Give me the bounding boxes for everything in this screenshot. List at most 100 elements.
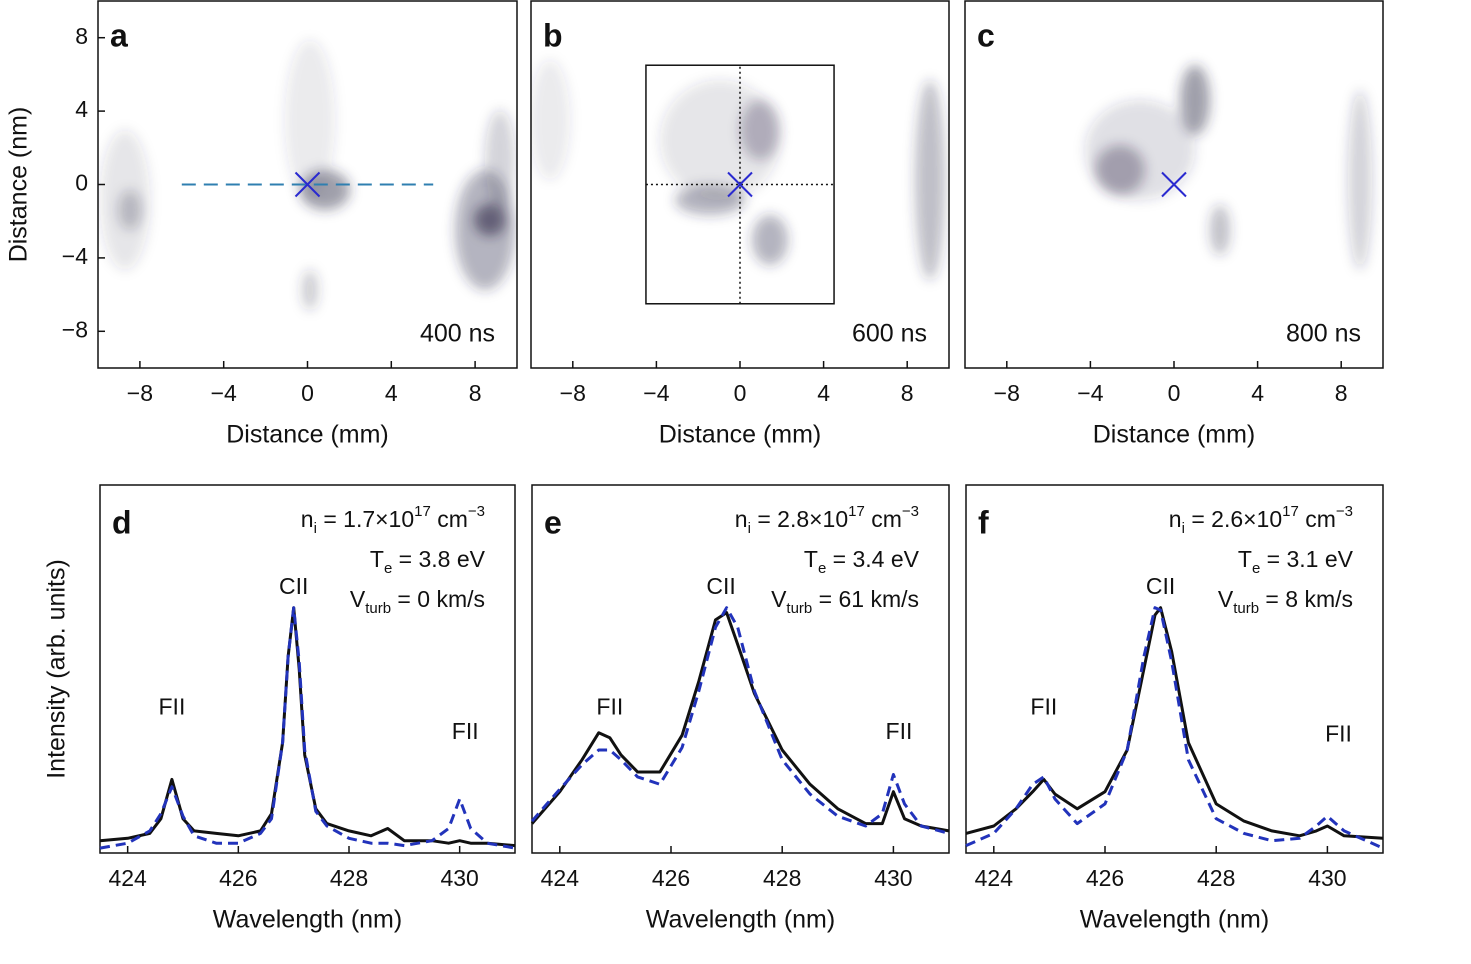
fit-parameter: ni = 1.7×1017 cm−3 <box>301 503 485 537</box>
plot-frame <box>99 484 516 854</box>
parameter-part: turb <box>1233 600 1259 617</box>
x-axis-label: Wavelength (nm) <box>213 906 402 934</box>
x-tick-label: −8 <box>994 380 1020 406</box>
x-tick-label: 424 <box>975 865 1014 891</box>
time-label: 800 ns <box>1286 320 1361 348</box>
fit-parameter: Te = 3.8 eV <box>370 546 486 577</box>
x-tick-label: 428 <box>1197 865 1235 891</box>
fit-parameter: Vturb = 0 km/s <box>350 586 485 617</box>
fit-parameter: Vturb = 61 km/s <box>771 586 919 617</box>
parameter-part: V <box>1218 586 1234 612</box>
peak-label: FII <box>159 693 186 719</box>
y-tick-label: −8 <box>62 316 88 342</box>
y-axis-label: Intensity (arb. units) <box>43 559 71 779</box>
x-tick-label: 424 <box>108 865 147 891</box>
parameter-part: = 3.1 eV <box>1260 546 1353 572</box>
time-label: 400 ns <box>420 320 495 348</box>
parameter-part: n <box>301 506 314 532</box>
x-tick-label: 428 <box>763 865 801 891</box>
plasma-image <box>100 40 515 310</box>
spectrum-line <box>530 606 950 835</box>
plot-frame <box>965 484 1384 854</box>
parameter-part: −3 <box>902 503 919 520</box>
parameter-part: 17 <box>414 503 431 520</box>
peak-label: FII <box>886 718 913 744</box>
parameter-part: = 61 km/s <box>812 586 919 612</box>
parameter-part: T <box>1238 546 1252 572</box>
x-tick-label: 430 <box>440 865 478 891</box>
x-tick-label: 430 <box>1308 865 1346 891</box>
center-marker <box>727 171 753 198</box>
parameter-part: 17 <box>1282 503 1299 520</box>
parameter-part: e <box>384 560 392 577</box>
parameter-part: 17 <box>848 503 865 520</box>
parameter-part: −3 <box>1336 503 1353 520</box>
x-tick-label: 426 <box>1086 865 1124 891</box>
y-tick-label: 4 <box>75 96 88 122</box>
parameter-part: = 2.6×10 <box>1185 506 1282 532</box>
plasma-image <box>1085 65 1372 270</box>
parameter-part: V <box>350 586 366 612</box>
parameter-part: i <box>1182 520 1185 537</box>
spectrum-line <box>965 606 1384 850</box>
parameter-part: T <box>370 546 384 572</box>
fit-parameter: Vturb = 8 km/s <box>1218 586 1353 617</box>
x-tick-label: 4 <box>385 380 398 406</box>
x-tick-label: 4 <box>1251 380 1264 406</box>
parameter-part: turb <box>786 600 812 617</box>
center-marker <box>1161 171 1187 198</box>
panel-label: b <box>543 17 563 53</box>
parameter-part: cm <box>1299 506 1336 532</box>
x-axis-label: Distance (mm) <box>226 421 389 449</box>
peak-label: FII <box>1325 720 1352 746</box>
panel-label: c <box>977 17 995 53</box>
peak-label: CII <box>279 573 308 599</box>
x-tick-label: −4 <box>211 380 237 406</box>
x-tick-label: 8 <box>469 380 482 406</box>
x-tick-label: 0 <box>1168 380 1181 406</box>
time-label: 600 ns <box>852 320 927 348</box>
panel-label: e <box>544 504 562 540</box>
spectrum-line <box>99 606 516 850</box>
spectrum-line <box>530 611 950 833</box>
peak-label: CII <box>1146 573 1175 599</box>
fit-parameter: Te = 3.4 eV <box>804 546 920 577</box>
parameter-part: = 1.7×10 <box>317 506 414 532</box>
x-tick-label: 430 <box>874 865 912 891</box>
panel-label: a <box>110 17 128 53</box>
x-tick-label: 8 <box>901 380 914 406</box>
y-tick-label: 8 <box>75 23 88 49</box>
spectrum-line <box>965 606 1384 840</box>
x-tick-label: 428 <box>330 865 368 891</box>
parameter-part: n <box>735 506 748 532</box>
y-tick-label: −4 <box>62 243 88 269</box>
fit-parameter: ni = 2.8×1017 cm−3 <box>735 503 919 537</box>
x-tick-label: −8 <box>127 380 153 406</box>
parameter-part: = 0 km/s <box>391 586 485 612</box>
parameter-part: i <box>748 520 751 537</box>
x-tick-label: −4 <box>1077 380 1103 406</box>
parameter-part: turb <box>365 600 391 617</box>
parameter-part: cm <box>431 506 468 532</box>
fit-parameter: ni = 2.6×1017 cm−3 <box>1169 503 1353 537</box>
x-tick-label: 426 <box>652 865 690 891</box>
parameter-part: V <box>771 586 787 612</box>
y-axis-label: Distance (nm) <box>5 107 33 263</box>
x-tick-label: −8 <box>560 380 586 406</box>
parameter-part: = 3.4 eV <box>826 546 919 572</box>
x-tick-label: −4 <box>643 380 669 406</box>
peak-label: CII <box>706 573 735 599</box>
x-tick-label: 4 <box>817 380 830 406</box>
x-axis-label: Wavelength (nm) <box>1080 906 1269 934</box>
panel-label: d <box>112 504 132 540</box>
panel-label: f <box>978 504 989 540</box>
parameter-part: = 8 km/s <box>1259 586 1353 612</box>
peak-label: FII <box>452 718 479 744</box>
x-tick-label: 424 <box>541 865 580 891</box>
fit-parameter: Te = 3.1 eV <box>1238 546 1354 577</box>
x-axis-label: Distance (mm) <box>1093 421 1256 449</box>
x-tick-label: 426 <box>219 865 257 891</box>
parameter-part: e <box>1252 560 1260 577</box>
peak-label: FII <box>596 693 623 719</box>
